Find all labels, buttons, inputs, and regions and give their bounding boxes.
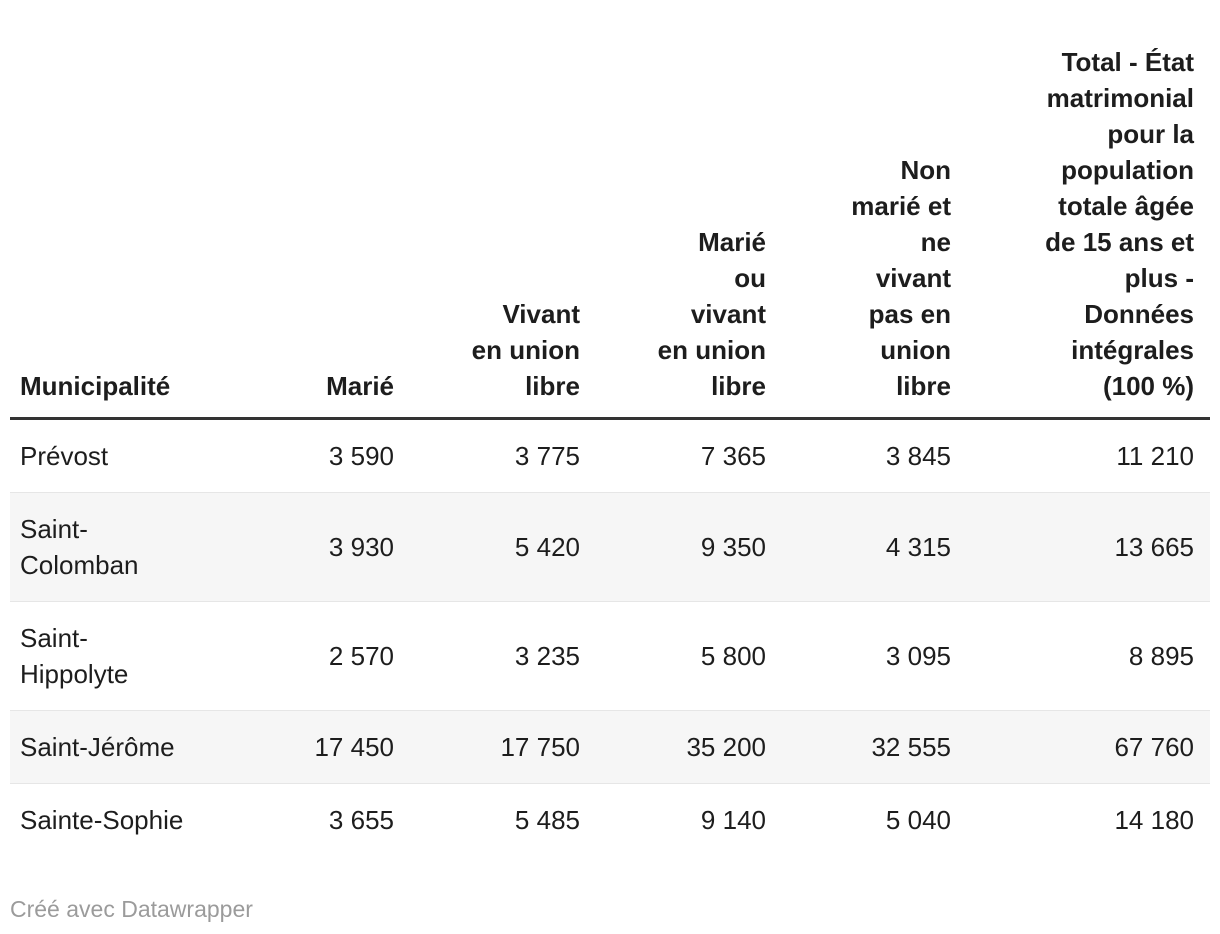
value-cell: 5 040 [885,805,951,835]
value-cell: 8 895 [1128,641,1194,671]
column-header-marie-ou-union-libre: Marié ou vivant en union libre [657,227,766,401]
value-cell: 5 420 [514,532,580,562]
value-cell: 3 930 [328,532,394,562]
value-cell: 5 485 [514,805,580,835]
municipality-cell: Saint- Hippolyte [20,623,129,689]
municipality-cell: Prévost [20,441,109,471]
value-cell: 3 235 [514,641,580,671]
value-cell: 11 210 [1116,441,1194,471]
credit-line: Créé avec Datawrapper [10,894,1210,924]
column-header-vivant-union-libre: Vivant en union libre [471,299,580,401]
value-cell: 14 180 [1114,805,1194,835]
data-table: Municipalité Marié Vivant en union libre… [10,0,1210,856]
column-header-non-marie: Non marié et ne vivant pas en union libr… [851,155,951,401]
value-cell: 3 095 [885,641,951,671]
table-row-sainte-sophie: Sainte-Sophie 3 655 5 485 9 140 5 040 14… [10,783,1210,857]
municipality-cell: Saint-Jérôme [20,732,175,762]
municipality-cell: Sainte-Sophie [20,805,184,835]
datawrapper-credit-link[interactable]: Créé avec Datawrapper [10,896,253,922]
value-cell: 3 845 [885,441,951,471]
value-cell: 4 315 [885,532,951,562]
value-cell: 32 555 [871,732,951,762]
table-row-saint-colomban: Saint- Colomban 3 930 5 420 9 350 4 315 … [10,492,1210,602]
value-cell: 67 760 [1114,732,1194,762]
table-row-saint-jerome: Saint-Jérôme 17 450 17 750 35 200 32 555… [10,710,1210,784]
column-header-marie: Marié [326,371,394,401]
column-header-municipalite: Municipalité [20,371,171,401]
value-cell: 17 750 [500,732,580,762]
value-cell: 5 800 [700,641,766,671]
header-row: Municipalité Marié Vivant en union libre… [10,0,1210,419]
municipality-cell: Saint- Colomban [20,514,139,580]
value-cell: 3 590 [328,441,394,471]
value-cell: 7 365 [700,441,766,471]
value-cell: 9 140 [700,805,766,835]
value-cell: 13 665 [1114,532,1194,562]
value-cell: 9 350 [700,532,766,562]
value-cell: 3 655 [328,805,394,835]
value-cell: 3 775 [514,441,580,471]
table-row-saint-hippolyte: Saint- Hippolyte 2 570 3 235 5 800 3 095… [10,601,1210,711]
column-header-total: Total - État matrimonial pour la populat… [1045,47,1194,401]
value-cell: 17 450 [314,732,394,762]
table-row-prevost: Prévost 3 590 3 775 7 365 3 845 11 210 [10,419,1210,493]
value-cell: 35 200 [686,732,766,762]
value-cell: 2 570 [328,641,394,671]
